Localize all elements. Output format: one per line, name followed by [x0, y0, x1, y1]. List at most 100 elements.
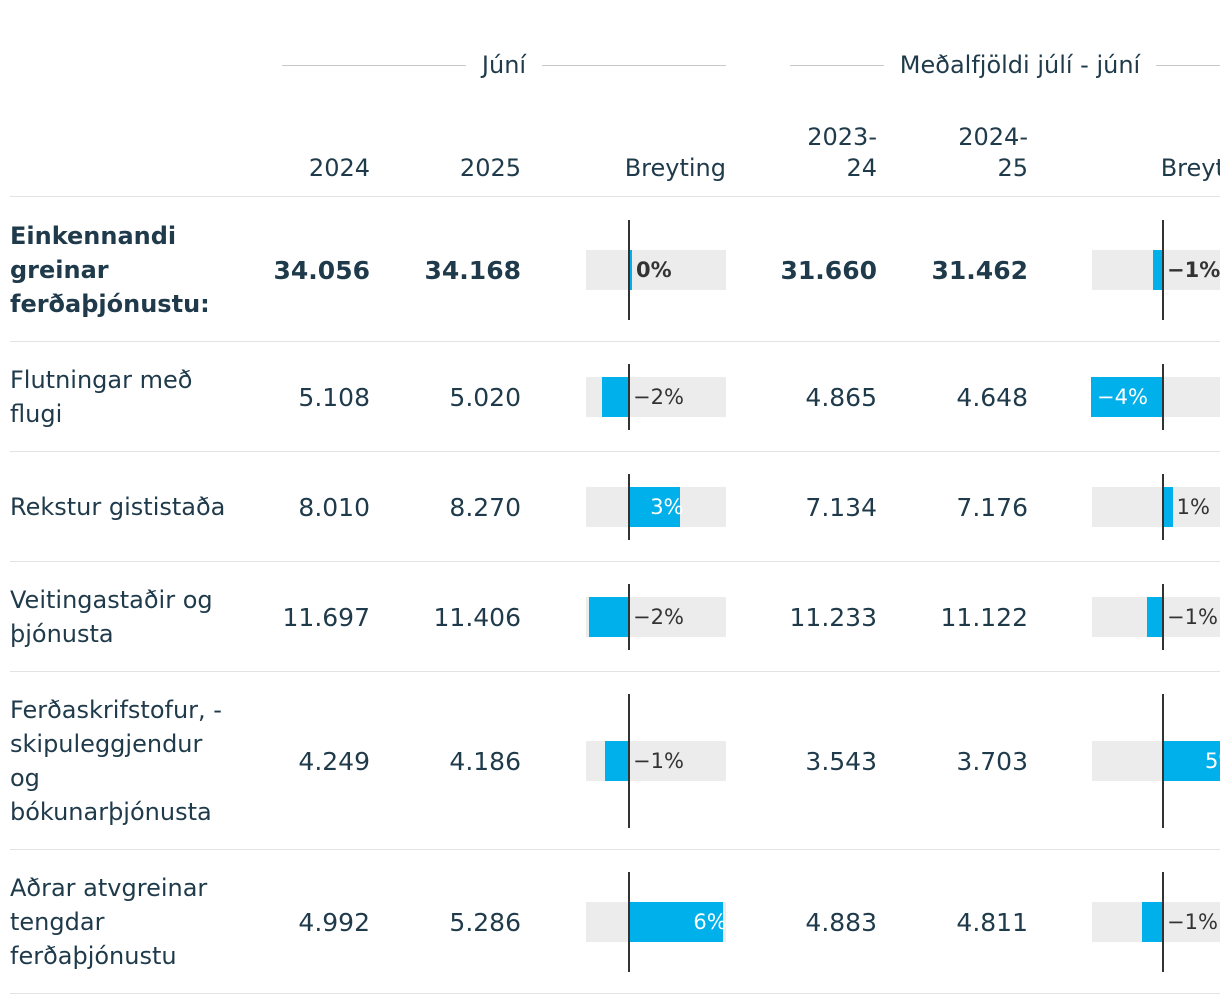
group-label-average: Meðalfjöldi júlí - júní	[899, 51, 1141, 79]
row-label: Veitingastaðir og þjónusta	[10, 562, 230, 672]
column-header-2023-24: 2023- 24	[807, 123, 877, 182]
zero-line	[628, 220, 630, 320]
zero-line	[1162, 474, 1164, 540]
zero-line	[628, 694, 630, 828]
change-june-bar	[589, 597, 629, 637]
cell-2024-25: 31.462	[931, 255, 1028, 285]
cell-2024: 11.697	[282, 602, 370, 632]
change-average-bar	[1153, 250, 1163, 290]
change-average-label: 5%	[1205, 749, 1220, 773]
cell-2023-24: 7.134	[805, 492, 877, 522]
row-rule	[10, 671, 1220, 672]
column-header-2024-25: 2024- 25	[958, 123, 1028, 182]
cell-2025: 8.270	[449, 492, 521, 522]
change-june-bar-cell: −2%	[586, 342, 726, 452]
bar-track	[586, 250, 726, 290]
change-june-label: 6%	[693, 910, 727, 934]
change-june-bar-cell: 0%	[586, 198, 726, 342]
bar-track	[1092, 487, 1220, 527]
change-june-bar	[629, 250, 632, 290]
change-average-bar	[1163, 487, 1173, 527]
column-header-2025: 2025	[459, 154, 521, 182]
header-rule	[10, 196, 1220, 197]
column-header-2024: 2024	[308, 154, 370, 182]
row-label: Einkennandi greinar ferðaþjónustu:	[10, 198, 230, 342]
zero-line	[1162, 584, 1164, 650]
change-average-label: 1%	[1176, 495, 1210, 519]
row-label-text: Ferðaskrifstofur, -skipuleggjendur og bó…	[10, 696, 222, 826]
change-average-bar	[1142, 902, 1163, 942]
change-june-bar	[629, 902, 724, 942]
change-june-bar-cell: −1%	[586, 672, 726, 850]
cell-2023-24: 4.865	[805, 382, 877, 412]
group-rule	[790, 64, 884, 66]
change-june-label: −2%	[633, 385, 684, 409]
cell-2025: 11.406	[433, 602, 521, 632]
change-june-bar	[605, 741, 629, 781]
table-row: Rekstur gististaða 8.010 8.270 7.134 7.176 3%…	[0, 452, 1220, 562]
zero-line	[628, 364, 630, 430]
cell-2024: 5.108	[298, 382, 370, 412]
change-average-bar	[1147, 597, 1163, 637]
change-average-bar-cell: 1%	[1092, 452, 1220, 562]
row-rule	[10, 341, 1220, 342]
cell-2023-24: 4.883	[805, 907, 877, 937]
cell-2024-25: 3.703	[956, 746, 1028, 776]
change-average-bar-cell: −1%	[1092, 850, 1220, 994]
cell-2024: 8.010	[298, 492, 370, 522]
table-row: Veitingastaðir og þjónusta 11.697 11.406 11…	[0, 562, 1220, 672]
group-header-june: Júní	[282, 46, 727, 84]
row-label: Flutningar með flugi	[10, 342, 230, 452]
row-rule	[10, 451, 1220, 452]
table-row: Flutningar með flugi 5.108 5.020 4.865 4.648…	[0, 342, 1220, 452]
row-label: Rekstur gististaða	[10, 452, 230, 562]
zero-line	[1162, 364, 1164, 430]
column-header-change-june: Breyting	[624, 154, 726, 182]
change-june-label: −2%	[633, 605, 684, 629]
row-label: Ferðaskrifstofur, -skipuleggjendur og bó…	[10, 672, 230, 850]
change-june-bar-cell: 3%	[586, 452, 726, 562]
zero-line	[1162, 872, 1164, 972]
group-rule	[1156, 64, 1220, 66]
change-average-bar	[1163, 741, 1220, 781]
row-label-text: Veitingastaðir og þjónusta	[10, 586, 213, 648]
row-rule	[10, 849, 1220, 850]
row-rule	[10, 561, 1220, 562]
cell-2024: 34.056	[273, 255, 370, 285]
cell-2025: 5.020	[449, 382, 521, 412]
change-average-bar-cell: −1%	[1092, 198, 1220, 342]
change-june-label: 0%	[636, 258, 672, 282]
cell-2024-25: 11.122	[940, 602, 1028, 632]
group-rule	[542, 64, 727, 66]
row-label: Aðrar atvgreinar tengdar ferðaþjónustu	[10, 850, 230, 994]
row-label-text: Rekstur gististaða	[10, 493, 226, 521]
change-average-bar-cell: 5%	[1092, 672, 1220, 850]
cell-2024-25: 7.176	[956, 492, 1028, 522]
cell-2023-24: 11.233	[789, 602, 877, 632]
row-label-text: Einkennandi greinar ferðaþjónustu:	[10, 222, 210, 318]
zero-line	[1162, 694, 1164, 828]
cell-2024: 4.249	[298, 746, 370, 776]
change-average-label: −4%	[1097, 385, 1148, 409]
zero-line	[628, 584, 630, 650]
change-june-bar	[629, 487, 681, 527]
change-june-bar	[601, 377, 629, 417]
zero-line	[1162, 220, 1164, 320]
cell-2025: 5.286	[449, 907, 521, 937]
table-row: Aðrar atvgreinar tengdar ferðaþjónustu 4.…	[0, 850, 1220, 994]
group-header-average: Meðalfjöldi júlí - júní	[790, 46, 1220, 84]
change-average-bar	[1091, 377, 1163, 417]
change-average-bar-cell: −4%	[1091, 342, 1220, 452]
change-june-label: −1%	[633, 749, 684, 773]
row-rule	[10, 993, 1220, 994]
cell-2025: 4.186	[449, 746, 521, 776]
change-average-label: −1%	[1167, 910, 1218, 934]
zero-line	[628, 872, 630, 972]
row-label-text: Flutningar með flugi	[10, 366, 193, 428]
cell-2023-24: 3.543	[805, 746, 877, 776]
group-rule	[282, 64, 466, 66]
zero-line	[628, 474, 630, 540]
change-average-label: −1%	[1167, 605, 1218, 629]
cell-2024-25: 4.648	[956, 382, 1028, 412]
